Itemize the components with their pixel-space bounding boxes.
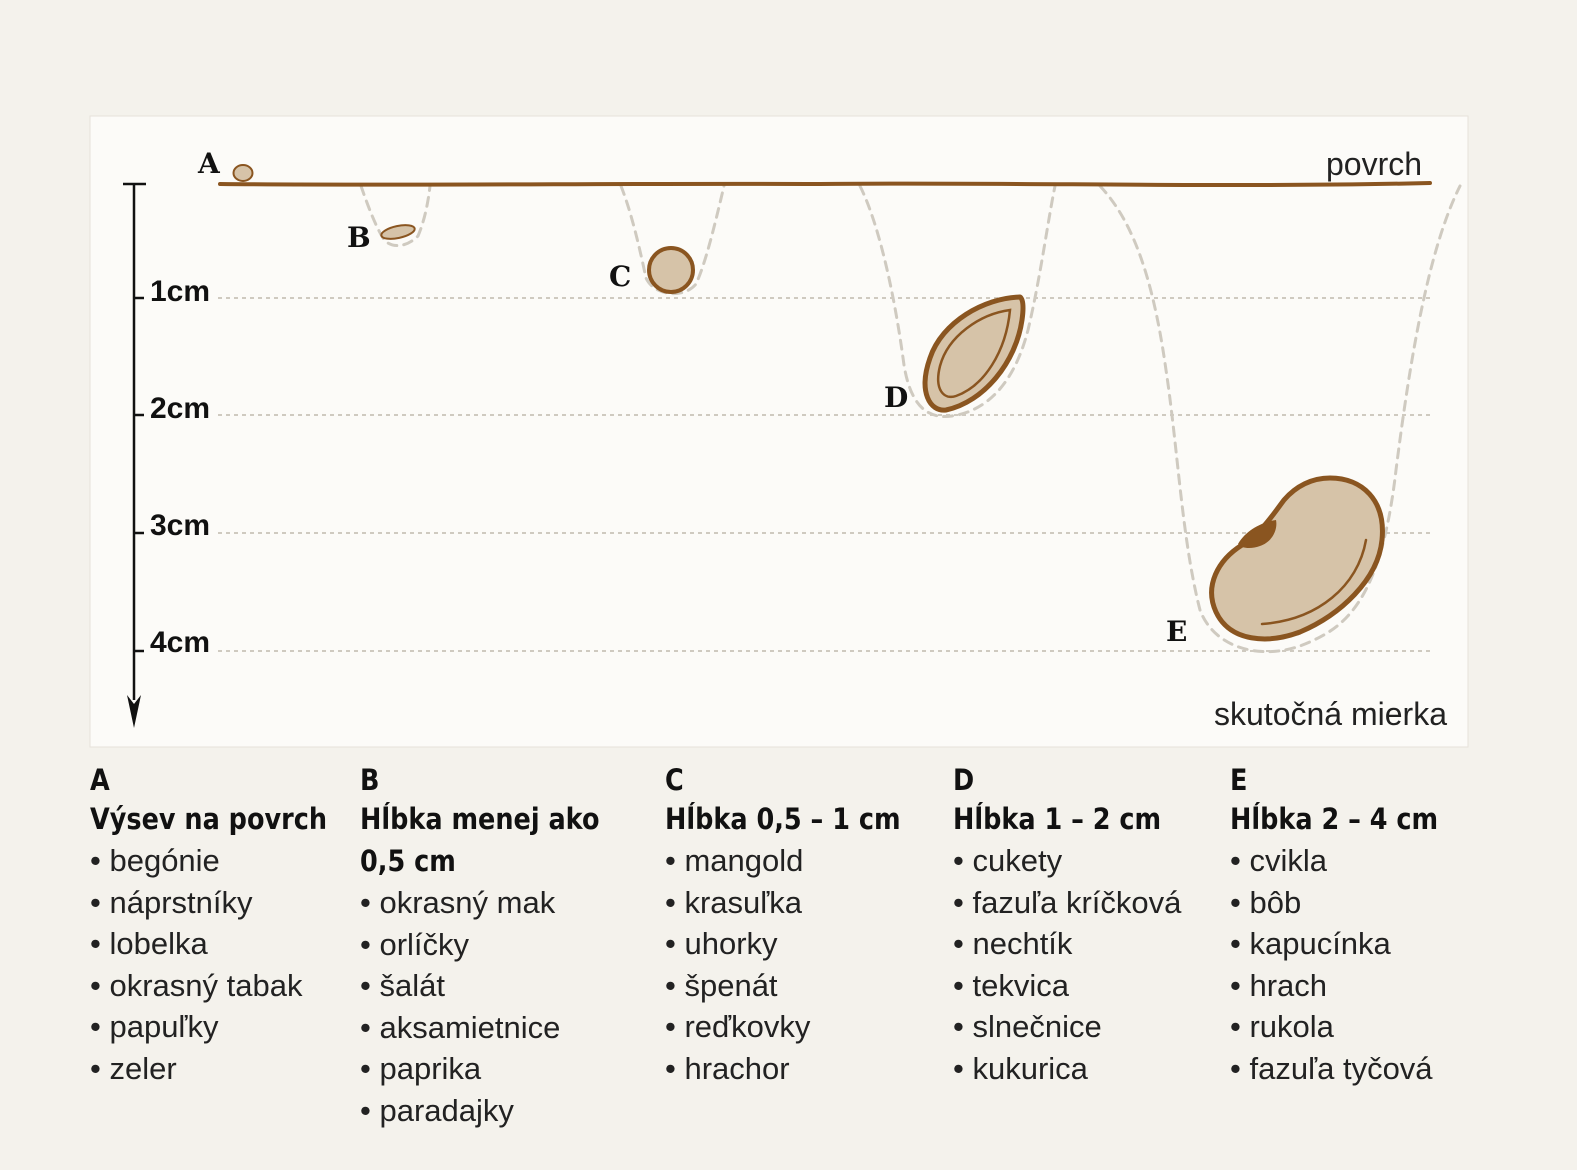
depth-label-3cm: 3cm [150,509,210,542]
seed-c [647,246,695,294]
list-item: špenát [665,965,933,1007]
list-item: okrasný tabak [90,965,359,1007]
legend-list: begónie náprstníky lobelka okrasný tabak… [90,840,359,1089]
list-item: papuľky [90,1006,359,1048]
scale-note: skutočná mierka [1214,696,1447,732]
diagram-panel [89,115,1469,748]
depth-guides [218,297,1430,652]
legend-title: Hĺbka 2 – 4 cm [1230,802,1439,836]
list-item: krasuľka [665,882,933,924]
seed-d [922,294,1026,413]
legend-column-c: C Hĺbka 0,5 – 1 cm mangold krasuľka uhor… [665,762,933,1089]
legend-letter: C [665,763,684,797]
list-item: uhorky [665,923,933,965]
list-item: náprstníky [90,882,359,924]
list-item: cvikla [1230,840,1466,882]
list-item: rukola [1230,1006,1466,1048]
planting-depth-diagram: 1cm 2cm 3cm 4cm povrch A B C D E skutočn… [89,115,1469,748]
legend-list: cukety fazuľa kríčková nechtík tekvica s… [953,840,1189,1089]
seed-e-hilum [1238,520,1277,549]
list-item: orlíčky [360,924,632,966]
list-item: mangold [665,840,933,882]
legend-title: Hĺbka 0,5 – 1 cm [665,802,901,836]
legend-column-a: A Výsev na povrch begónie náprstníky lob… [90,762,359,1089]
legend-list: cvikla bôb kapucínka hrach rukola fazuľa… [1230,840,1466,1089]
list-item: nechtík [953,923,1189,965]
legend-title: Výsev na povrch [90,802,327,836]
surface-label: povrch [1326,146,1422,182]
depth-label-4cm: 4cm [150,626,210,659]
legend-title: Hĺbka 1 – 2 cm [953,802,1162,836]
list-item: reďkovky [665,1006,933,1048]
list-item: hrach [1230,965,1466,1007]
list-item: cukety [953,840,1189,882]
legend-letter: E [1230,763,1248,797]
seed-a [232,164,254,182]
legend-column-b: B Hĺbka menej ako 0,5 cm okrasný mak orl… [360,762,632,1131]
planting-hole-e [1098,184,1462,654]
list-item: aksamietnice [360,1007,632,1049]
depth-label-2cm: 2cm [150,392,210,425]
list-item: kukurica [953,1048,1189,1090]
list-item: lobelka [90,923,359,965]
list-item: hrachor [665,1048,933,1090]
depth-axis [123,182,146,700]
planting-hole-b [359,184,432,248]
list-item: fazuľa tyčová [1230,1048,1466,1090]
axis-arrow-icon [127,695,141,728]
list-item: bôb [1230,882,1466,924]
legend-column-d: D Hĺbka 1 – 2 cm cukety fazuľa kríčková … [953,762,1189,1089]
seed-letter-c: C [609,260,631,293]
list-item: slnečnice [953,1006,1189,1048]
soil-surface-line [218,181,1432,188]
seed-e [1209,475,1385,642]
seed-letter-e: E [1166,615,1187,648]
depth-label-1cm: 1cm [150,275,210,308]
seed-letter-b: B [347,221,371,254]
list-item: zeler [90,1048,359,1090]
seed-letter-a: A [197,147,221,180]
list-item: šalát [360,965,632,1007]
legend-letter: A [90,763,110,797]
legend-title: Hĺbka menej ako 0,5 cm [360,802,600,878]
list-item: paprika [360,1048,632,1090]
list-item: kapucínka [1230,923,1466,965]
list-item: paradajky [360,1090,632,1132]
legend-list: mangold krasuľka uhorky špenát reďkovky … [665,840,933,1089]
list-item: fazuľa kríčková [953,882,1189,924]
seed-b [380,224,416,240]
seed-letter-d: D [884,381,908,414]
seed-e-inner-curve [1260,538,1368,626]
list-item: begónie [90,840,359,882]
legend-list: okrasný mak orlíčky šalát aksamietnice p… [360,882,632,1131]
planting-hole-d [858,184,1057,419]
legend-column-e: E Hĺbka 2 – 4 cm cvikla bôb kapucínka hr… [1230,762,1466,1089]
list-item: tekvica [953,965,1189,1007]
legend-letter: B [360,763,380,797]
list-item: okrasný mak [360,882,632,924]
legend-letter: D [953,763,975,797]
